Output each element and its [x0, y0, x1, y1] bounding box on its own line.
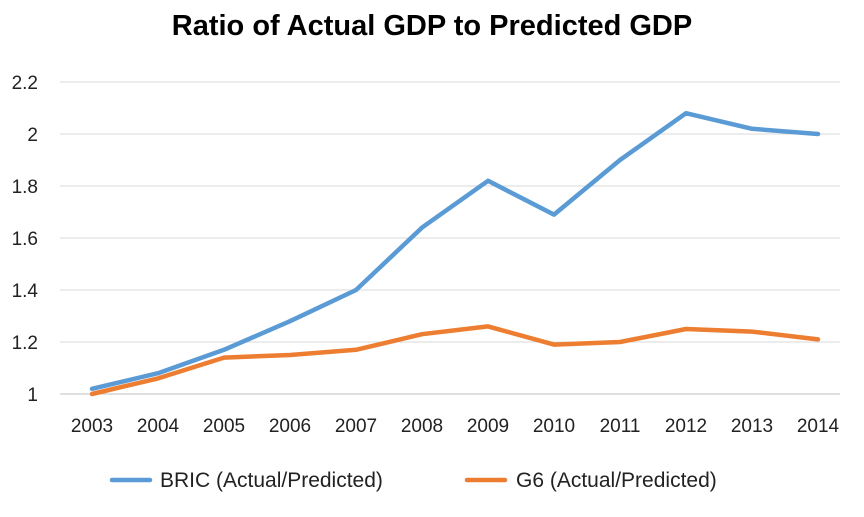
y-tick-label: 1.8 — [12, 177, 38, 198]
x-axis-ticks: 2003 2004 2005 2006 2007 2008 2009 2010 2011 2012… — [71, 416, 840, 437]
y-tick-label: 1.4 — [12, 281, 39, 302]
x-tick-label: 2011 — [600, 416, 641, 437]
gridlines — [60, 81, 840, 395]
x-tick-label: 2014 — [797, 416, 840, 437]
x-tick-label: 2007 — [335, 416, 377, 437]
legend-item: G6 (Actual/Predicted) — [464, 469, 717, 492]
legend: BRIC (Actual/Predicted) G6 (Actual/Predic… — [109, 469, 717, 492]
x-tick-label: 2008 — [401, 416, 443, 437]
x-tick-label: 2004 — [137, 416, 180, 437]
y-tick-label: 2.2 — [12, 73, 38, 94]
y-axis-ticks: 1 1.2 1.4 1.6 1.8 2 2.2 — [12, 73, 39, 406]
x-tick-label: 2010 — [533, 416, 575, 437]
x-tick-label: 2009 — [467, 416, 509, 437]
legend-label: G6 (Actual/Predicted) — [516, 469, 717, 492]
chart-title: Ratio of Actual GDP to Predicted GDP — [171, 10, 693, 42]
y-tick-label: 2 — [27, 125, 38, 146]
y-tick-label: 1 — [27, 385, 38, 406]
series-line-g6 — [89, 324, 821, 397]
x-tick-label: 2006 — [269, 416, 311, 437]
series-lines — [89, 110, 821, 397]
series-line-bric — [89, 110, 821, 392]
y-tick-label: 1.2 — [12, 333, 38, 354]
y-tick-label: 1.6 — [12, 229, 38, 250]
x-tick-label: 2012 — [665, 416, 707, 437]
x-tick-label: 2013 — [731, 416, 773, 437]
legend-label: BRIC (Actual/Predicted) — [160, 469, 383, 492]
legend-item: BRIC (Actual/Predicted) — [109, 469, 383, 492]
x-tick-label: 2003 — [71, 416, 113, 437]
x-tick-label: 2005 — [203, 416, 245, 437]
